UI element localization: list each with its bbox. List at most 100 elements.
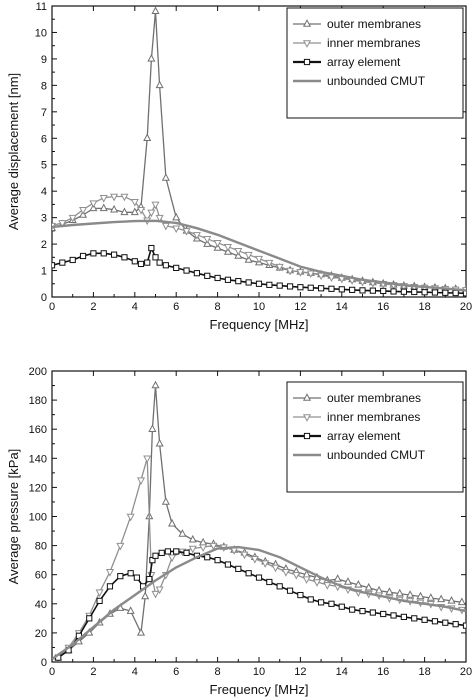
data-point: [400, 613, 407, 620]
data-point: [426, 593, 435, 601]
y-tick-label: 0: [41, 657, 47, 669]
x-tick-label: 16: [377, 301, 389, 313]
data-point: [297, 591, 304, 599]
data-point: [155, 586, 164, 595]
data-point: [276, 583, 283, 590]
legend-label: outer membranes: [327, 391, 421, 405]
x-tick-label: 10: [253, 666, 265, 678]
data-point: [131, 258, 138, 265]
y-tick-label: 11: [36, 1, 47, 13]
data-point: [328, 600, 335, 607]
data-point: [155, 80, 164, 89]
y-tick-label: 140: [29, 453, 47, 465]
data-point: [127, 570, 134, 577]
data-point: [96, 597, 103, 604]
data-point: [306, 270, 315, 279]
data-point: [364, 582, 373, 591]
x-tick-label: 6: [173, 301, 179, 313]
legend-label: array element: [327, 55, 401, 69]
y-tick-label: 200: [29, 366, 47, 378]
data-point: [151, 201, 160, 210]
y-tick-label: 10: [35, 27, 47, 39]
data-point: [244, 251, 253, 260]
data-point: [110, 204, 119, 213]
data-point: [147, 209, 156, 218]
data-point: [390, 612, 397, 619]
data-point: [148, 424, 157, 432]
x-tick-label: 16: [377, 666, 389, 678]
data-point: [99, 195, 108, 203]
data-point: [245, 570, 252, 577]
data-point: [354, 580, 363, 588]
data-point: [349, 286, 356, 293]
y-tick-label: 100: [29, 512, 47, 524]
data-point: [254, 255, 264, 264]
data-point: [307, 596, 314, 603]
data-point: [155, 214, 164, 223]
y-axis-title: Average displacement [nm]: [6, 73, 21, 230]
data-point: [161, 497, 170, 505]
y-tick-label: 60: [35, 570, 47, 582]
data-point: [224, 561, 232, 568]
x-tick-label: 14: [336, 301, 348, 313]
data-point: [173, 264, 180, 271]
x-tick-label: 2: [90, 301, 96, 313]
x-tick-label: 0: [49, 666, 55, 678]
x-tick-label: 12: [294, 666, 306, 678]
y-tick-label: 1: [41, 266, 47, 278]
data-point: [68, 214, 77, 223]
data-point: [302, 576, 311, 584]
data-point: [255, 574, 263, 581]
data-point: [105, 569, 114, 577]
data-point: [442, 289, 449, 296]
data-point: [203, 236, 212, 244]
data-point: [161, 173, 170, 181]
data-point: [385, 587, 394, 595]
data-point: [395, 588, 404, 597]
data-point: [155, 438, 164, 447]
data-point: [271, 564, 280, 573]
data-point: [235, 565, 242, 572]
data-point: [126, 606, 135, 614]
data-point: [183, 549, 190, 556]
data-point: [223, 243, 232, 252]
data-point: [86, 615, 93, 622]
data-point: [95, 589, 104, 598]
data-point: [462, 622, 466, 629]
data-point: [343, 577, 353, 585]
data-point: [59, 259, 66, 266]
data-point: [292, 571, 301, 580]
data-point: [318, 285, 325, 292]
data-point: [318, 599, 325, 606]
data-point: [79, 206, 88, 215]
data-point: [110, 193, 119, 202]
data-point: [148, 244, 155, 252]
data-point: [89, 200, 98, 208]
data-point: [421, 616, 428, 623]
data-point: [136, 477, 146, 485]
y-tick-label: 7: [41, 107, 47, 119]
data-point: [369, 609, 376, 616]
data-point: [359, 607, 366, 615]
data-point: [151, 380, 160, 389]
data-point: [192, 232, 201, 240]
x-tick-label: 4: [132, 301, 138, 313]
data-point: [137, 260, 145, 268]
data-point: [250, 555, 259, 564]
data-point: [136, 628, 146, 636]
data-point: [431, 289, 439, 296]
data-point: [312, 579, 321, 587]
data-point: [188, 534, 197, 543]
x-tick-label: 18: [418, 301, 430, 313]
data-point: [421, 289, 428, 296]
data-point: [276, 282, 283, 289]
legend-marker: [303, 58, 311, 66]
data-point: [161, 222, 170, 231]
data-point: [333, 574, 342, 582]
x-tick-label: 0: [49, 301, 55, 313]
data-point: [349, 606, 356, 613]
data-point: [265, 259, 274, 268]
data-point: [152, 254, 159, 261]
x-tick-label: 14: [336, 666, 348, 678]
y-tick-label: 4: [41, 186, 47, 198]
